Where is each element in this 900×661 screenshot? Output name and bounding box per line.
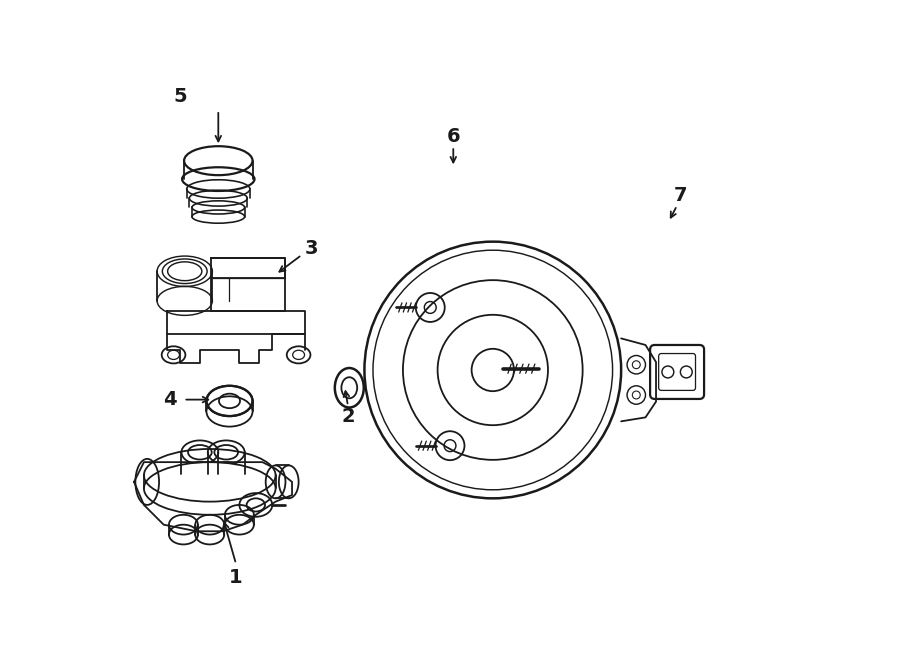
Text: 3: 3: [305, 239, 319, 258]
Text: 6: 6: [446, 127, 460, 146]
Text: 1: 1: [230, 568, 243, 587]
Text: 7: 7: [673, 186, 687, 205]
Text: 4: 4: [164, 390, 177, 409]
Ellipse shape: [144, 462, 275, 515]
Text: 5: 5: [174, 87, 187, 106]
Text: 2: 2: [341, 407, 355, 426]
